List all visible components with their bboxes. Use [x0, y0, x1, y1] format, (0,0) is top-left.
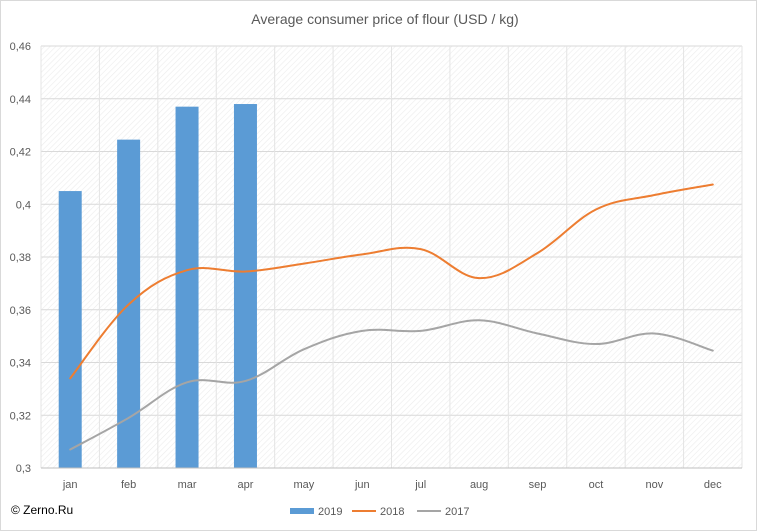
y-tick-label: 0,34	[10, 358, 31, 370]
x-tick-label: sep	[529, 479, 547, 491]
y-tick-label: 0,36	[10, 305, 31, 317]
x-tick-label: dec	[704, 479, 722, 491]
bar-2019-jan	[58, 191, 82, 468]
lines	[69, 183, 714, 451]
y-tick-label: 0,46	[10, 41, 31, 53]
x-axis: jan feb mar apr may jun jul aug sep oct nov dec	[41, 467, 742, 491]
bars-2019	[58, 104, 257, 469]
x-tick-label: apr	[238, 479, 254, 491]
y-axis: 0,3 0,32 0,34 0,36 0,38 0,4 0,42 0,44 0,46	[10, 41, 31, 475]
x-tick-label: oct	[589, 479, 604, 491]
line-2018	[69, 183, 714, 380]
bar-2019-mar	[175, 106, 199, 468]
chart-title: Average consumer price of flour (USD / k…	[251, 11, 518, 27]
legend-label-2018: 2018	[380, 506, 404, 518]
watermark: © Zerno.Ru	[11, 503, 74, 517]
x-tick-label: nov	[646, 479, 664, 491]
bar-2019-apr	[233, 104, 257, 469]
x-tick-label: jun	[354, 479, 370, 491]
y-tick-label: 0,44	[10, 94, 31, 106]
y-tick-label: 0,3	[16, 463, 31, 475]
legend-label-2019: 2019	[318, 506, 342, 518]
line-2017	[69, 319, 714, 451]
gridlines	[40, 45, 743, 469]
legend-swatch-2019	[290, 508, 314, 514]
x-tick-label: feb	[121, 479, 136, 491]
x-tick-label: may	[293, 479, 314, 491]
y-tick-label: 0,42	[10, 147, 31, 159]
x-tick-label: aug	[470, 479, 488, 491]
legend-label-2017: 2017	[445, 506, 469, 518]
legend: 2019 2018 2017	[290, 506, 469, 518]
y-tick-label: 0,38	[10, 252, 31, 264]
x-tick-label: jul	[414, 479, 426, 491]
x-tick-label: jan	[62, 479, 78, 491]
y-tick-label: 0,32	[10, 410, 31, 422]
x-tick-label: mar	[178, 479, 197, 491]
y-tick-label: 0,4	[16, 199, 31, 211]
